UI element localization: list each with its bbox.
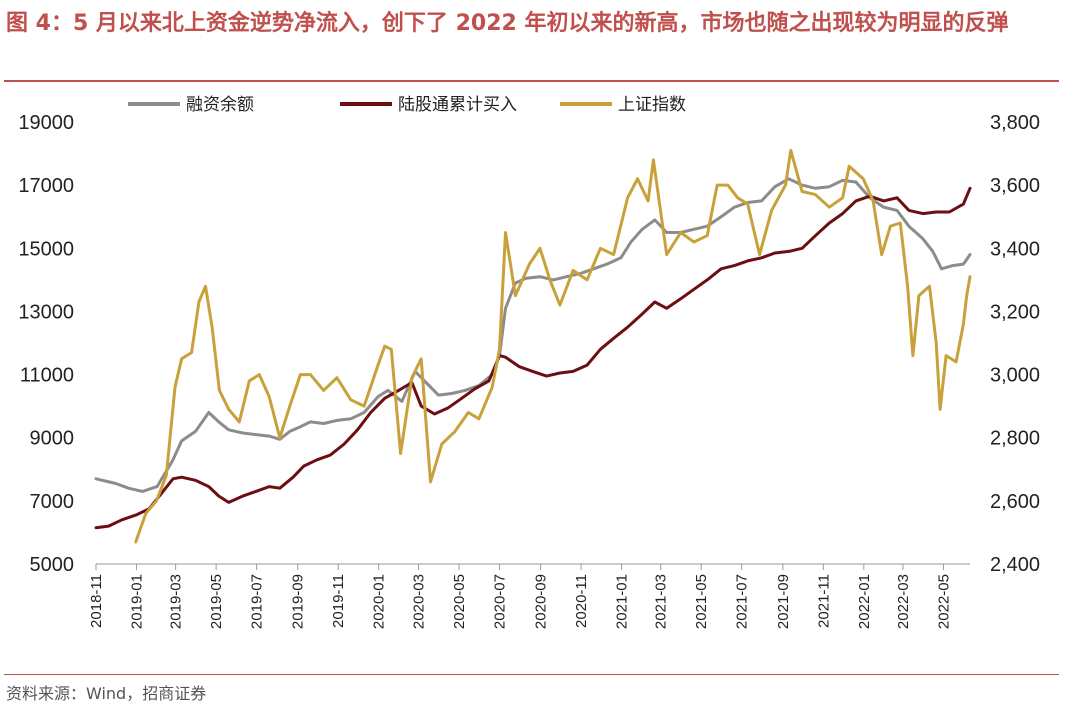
legend-label: 融资余额	[186, 95, 254, 115]
y-right-tick-label: 3,600	[990, 175, 1040, 197]
x-tick-label: 2018-11	[88, 574, 105, 628]
x-tick-label: 2021-11	[815, 574, 832, 628]
legend-label: 上证指数	[618, 95, 686, 115]
source-rule	[4, 674, 1059, 675]
y-right-tick-label: 3,400	[990, 238, 1040, 260]
x-tick-label: 2021-03	[653, 574, 670, 629]
x-tick-label: 2020-03	[411, 574, 428, 629]
y-right-tick-label: 3,200	[990, 301, 1040, 323]
x-tick-label: 2019-01	[128, 574, 145, 629]
x-tick-label: 2022-01	[856, 574, 873, 629]
x-tick-label: 2020-09	[533, 574, 550, 629]
y-right-tick-label: 2,800	[990, 428, 1040, 450]
legend: 融资余额 陆股通累计买入 上证指数	[128, 95, 686, 115]
x-tick-label: 2020-05	[451, 574, 468, 629]
y-left-tick-label: 13000	[18, 301, 74, 323]
x-tick-label: 2020-07	[491, 574, 508, 629]
y-left-tick-label: 17000	[18, 175, 74, 197]
x-tick-label: 2019-11	[330, 574, 347, 628]
y-left-tick-label: 19000	[18, 112, 74, 134]
x-tick-label: 2021-07	[734, 574, 751, 629]
y-left-tick-label: 7000	[30, 491, 75, 513]
y-left-tick-label: 11000	[20, 365, 74, 387]
x-tick-label: 2021-05	[693, 574, 710, 629]
x-tick-label: 2020-11	[573, 574, 590, 628]
source-note: 资料来源：Wind，招商证券	[6, 684, 207, 703]
x-tick-label: 2022-03	[895, 574, 912, 629]
x-tick-label: 2019-05	[208, 574, 225, 629]
y-left-tick-label: 15000	[18, 238, 74, 260]
series-line	[94, 177, 972, 493]
y-right-tick-label: 2,600	[990, 491, 1040, 513]
x-tick-label: 2021-09	[775, 574, 792, 629]
axes: 5000 7000 9000 11000 13000 15000 17000 19000 2,4…	[18, 112, 1040, 629]
x-tick-label: 2019-03	[168, 574, 185, 629]
figure-title: 图 4：5 月以来北上资金逆势净流入，创下了 2022 年初以来的新高，市场也随…	[6, 11, 1009, 36]
series-line	[134, 148, 972, 544]
y-right-tick-label: 2,400	[990, 554, 1040, 576]
series-line	[94, 186, 972, 530]
x-tick-label: 2019-09	[290, 574, 307, 629]
y-left-tick-label: 9000	[30, 428, 75, 450]
title-rule	[4, 80, 1059, 82]
x-tick-label: 2019-07	[249, 574, 266, 629]
series-lines	[94, 148, 972, 544]
legend-label: 陆股通累计买入	[398, 95, 517, 115]
y-right-tick-label: 3,800	[990, 112, 1040, 134]
x-tick-label: 2022-05	[935, 574, 952, 629]
y-left-tick-label: 5000	[30, 554, 75, 576]
y-right-tick-label: 3,000	[990, 365, 1040, 387]
x-tick-label: 2021-01	[614, 574, 631, 629]
x-tick-label: 2020-01	[371, 574, 388, 629]
